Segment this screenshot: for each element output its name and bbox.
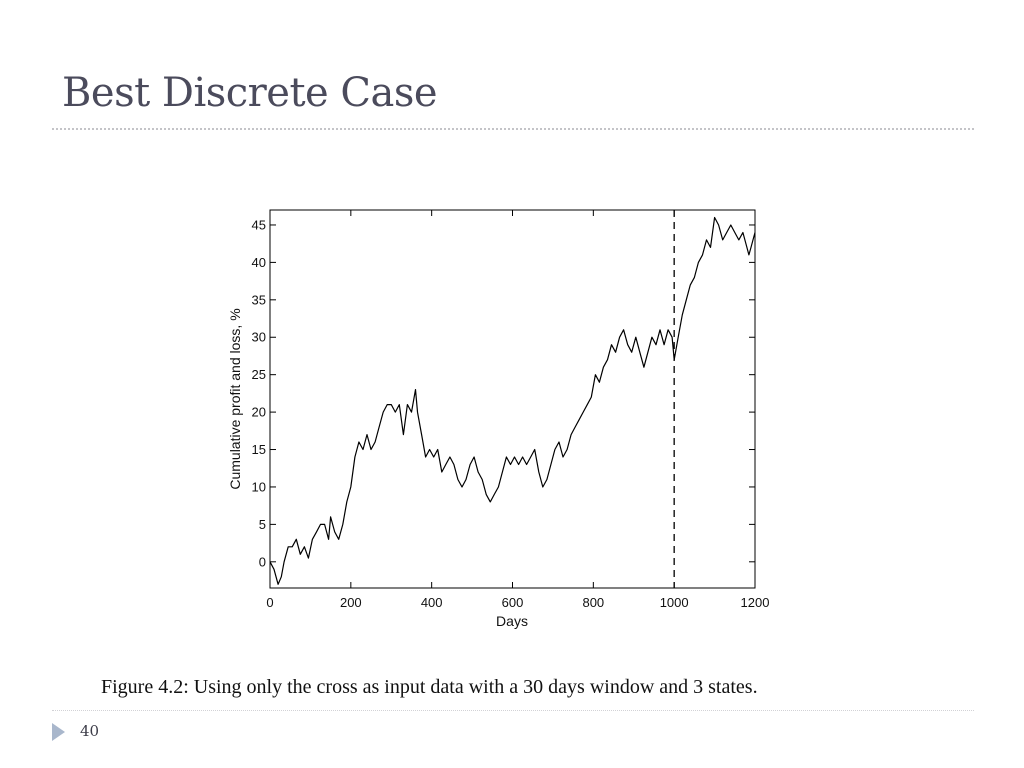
y-tick-label: 25 — [252, 367, 266, 382]
footer-divider — [52, 710, 974, 711]
slide-title: Best Discrete Case — [62, 70, 438, 116]
y-tick-label: 35 — [252, 292, 266, 307]
x-tick-label: 800 — [582, 595, 604, 610]
y-tick-label: 5 — [259, 517, 266, 532]
y-tick-label: 10 — [252, 479, 266, 494]
x-axis-label: Days — [496, 613, 528, 629]
plot-frame — [269, 209, 756, 589]
page-number: 40 — [80, 722, 100, 740]
y-tick-label: 0 — [259, 554, 266, 569]
figure-caption: Figure 4.2: Using only the cross as inpu… — [101, 676, 758, 698]
x-axis-ticks: 0 200 400 600 800 1000 1200 — [266, 210, 769, 610]
x-tick-label: 400 — [421, 595, 443, 610]
y-tick-label: 30 — [252, 330, 266, 345]
x-tick-label: 1000 — [660, 595, 689, 610]
y-axis-ticks: 0 5 10 15 20 25 30 35 40 45 — [252, 217, 755, 569]
y-tick-label: 15 — [252, 442, 266, 457]
y-axis-label: Cumulative profit and loss, % — [227, 308, 243, 489]
x-tick-label: 200 — [340, 595, 362, 610]
series-line — [269, 216, 756, 585]
y-tick-label: 20 — [252, 405, 266, 420]
title-divider — [52, 128, 974, 130]
x-tick-label: 0 — [266, 595, 273, 610]
x-tick-label: 1200 — [741, 595, 770, 610]
x-tick-label: 600 — [502, 595, 524, 610]
y-tick-label: 45 — [252, 217, 266, 232]
triangle-bullet-icon — [52, 723, 65, 741]
y-tick-label: 40 — [252, 255, 266, 270]
